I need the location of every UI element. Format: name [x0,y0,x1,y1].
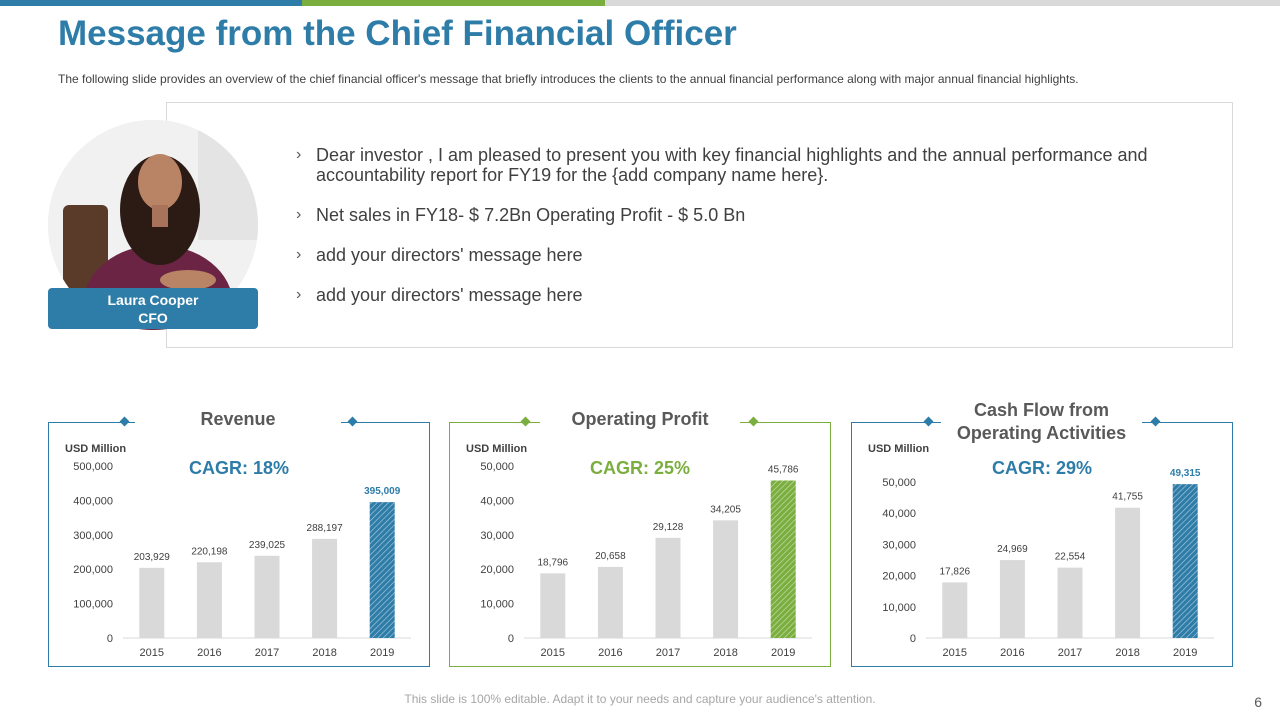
x-tick-label: 2017 [1058,647,1082,659]
accent-segment-blue [0,0,302,6]
data-label-2019: 395,009 [364,486,401,497]
bar-2019 [1172,484,1198,638]
bar-2018 [1115,507,1141,638]
data-label-2019: 45,786 [768,464,799,475]
x-tick-label: 2017 [656,647,680,659]
data-label-2018: 288,197 [307,523,344,534]
bar-2016 [196,562,222,638]
x-tick-label: 2015 [541,647,565,659]
bar-2015 [139,567,165,638]
cfo-name-tag: Laura Cooper CFO [48,288,258,329]
cagr-annotation: CAGR: 29% [992,458,1092,478]
bar-2019 [369,502,395,638]
y-tick-label: 20,000 [480,564,514,576]
data-label-2017: 22,554 [1055,552,1086,563]
bar-2017 [655,537,681,638]
revenue-chart-panel: USD Million CAGR: 18% 0 100,000 200,000 300,0… [48,422,430,667]
message-bullet: › add your directors' message here [296,245,583,265]
x-tick-label: 2018 [312,647,336,659]
y-tick-label: 30,000 [882,539,916,551]
y-tick-label: 50,000 [480,461,514,473]
message-bullet: › add your directors' message here [296,285,583,305]
cfo-name: Laura Cooper [107,292,199,308]
cash-flow-chart-title: Cash Flow from Operating Activities [941,399,1142,445]
data-label-2016: 220,198 [191,546,228,557]
cash-flow-chart-panel: USD Million CAGR: 29% 0 10,000 20,000 30,000 4… [851,422,1233,667]
y-axis-label: USD Million [868,443,929,455]
y-tick-label: 0 [508,633,514,645]
y-axis-label: USD Million [65,443,126,455]
operating-profit-chart: USD Million CAGR: 25% 0 10,000 20,000 30,000 4… [466,443,812,659]
top-accent-bar [0,0,1280,6]
y-tick-label: 300,000 [73,530,113,542]
data-label-2018: 41,755 [1112,492,1143,503]
y-tick-label: 100,000 [73,599,113,611]
chevron-right-icon: › [296,246,302,263]
revenue-chart-title: Revenue [135,408,341,431]
message-box [166,102,1233,348]
message-bullet: › Dear investor , I am pleased to present… [296,145,1148,185]
y-tick-label: 10,000 [882,602,916,614]
bar-2017 [254,555,280,638]
y-tick-label: 20,000 [882,571,916,583]
chevron-right-icon: › [296,286,302,303]
bar-2016 [999,560,1025,638]
y-tick-label: 10,000 [480,599,514,611]
revenue-chart: USD Million CAGR: 18% 0 100,000 200,000 300,0… [65,443,411,659]
y-tick-label: 50,000 [882,477,916,489]
data-label-2015: 17,826 [940,566,971,577]
x-tick-label: 2017 [255,647,279,659]
accent-segment-gray [605,0,1280,6]
y-tick-label: 40,000 [882,508,916,520]
data-label-2016: 24,969 [997,544,1028,555]
cfo-role: CFO [138,310,168,326]
bar-2015 [942,582,968,638]
y-tick-label: 0 [910,633,916,645]
bar-2016 [597,566,623,638]
y-tick-label: 400,000 [73,495,113,507]
x-tick-label: 2016 [598,647,622,659]
y-tick-label: 40,000 [480,495,514,507]
cash-flow-chart: USD Million CAGR: 29% 0 10,000 20,000 30,000 4… [868,443,1214,659]
x-tick-label: 2015 [140,647,164,659]
data-label-2018: 34,205 [710,504,741,515]
bar-2019 [770,480,796,638]
data-label-2016: 20,658 [595,551,626,562]
x-tick-label: 2019 [771,647,795,659]
accent-segment-green [302,0,605,6]
data-label-2015: 18,796 [538,557,569,568]
operating-profit-chart-panel: USD Million CAGR: 25% 0 10,000 20,000 30,000 4… [449,422,831,667]
x-tick-label: 2019 [370,647,394,659]
operating-profit-chart-title: Operating Profit [540,408,740,431]
y-tick-label: 200,000 [73,564,113,576]
cagr-annotation: CAGR: 18% [189,458,289,478]
x-tick-label: 2016 [1000,647,1024,659]
x-tick-label: 2018 [713,647,737,659]
y-axis-label: USD Million [466,443,527,455]
bar-2017 [1057,567,1083,638]
chevron-right-icon: › [296,206,302,223]
message-bullet-list: › Dear investor , I am pleased to present… [296,145,1196,325]
x-tick-label: 2015 [943,647,967,659]
page-number: 6 [1254,694,1262,710]
page-subtitle: The following slide provides an overview… [58,72,1079,86]
message-bullet: › Net sales in FY18- $ 7.2Bn Operating Pr… [296,205,746,225]
data-label-2017: 239,025 [249,540,286,551]
page-title: Message from the Chief Financial Officer [58,14,737,53]
x-tick-label: 2016 [197,647,221,659]
data-label-2017: 29,128 [653,522,684,533]
bar-2015 [540,573,566,638]
cagr-annotation: CAGR: 25% [590,458,690,478]
x-tick-label: 2018 [1115,647,1139,659]
y-tick-label: 500,000 [73,461,113,473]
data-label-2015: 203,929 [134,552,171,563]
chevron-right-icon: › [296,146,302,163]
data-label-2019: 49,315 [1170,468,1201,479]
bar-2018 [713,520,739,638]
x-tick-label: 2019 [1173,647,1197,659]
y-tick-label: 30,000 [480,530,514,542]
bar-2018 [312,538,338,638]
y-tick-label: 0 [107,633,113,645]
footer-note: This slide is 100% editable. Adapt it to… [404,692,876,706]
